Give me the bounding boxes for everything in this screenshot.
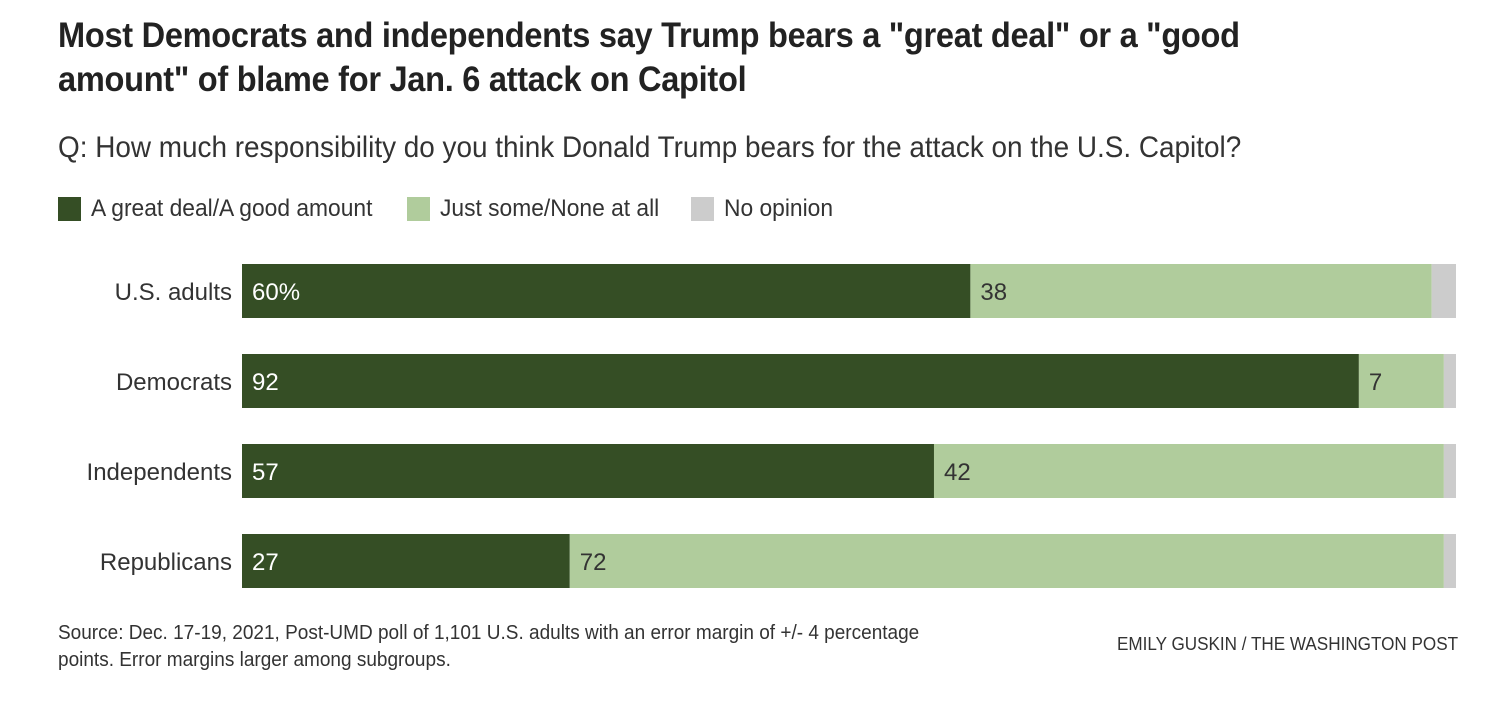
bar-row-independents: Independents 57 42 [87,444,1456,498]
category-label: Republicans [100,549,232,576]
data-label: 57 [252,459,279,486]
chart-title: Most Democrats and independents say Trum… [58,16,1240,99]
bar-segment-no-opinion [1443,444,1456,498]
legend-label-no-opinion: No opinion [724,195,834,222]
legend-swatch-just-some [407,197,431,221]
bar-row-democrats: Democrats 92 7 [116,354,1456,408]
data-label: 42 [944,459,971,486]
data-label: 92 [252,369,279,396]
bar-segment-just-some-none-at-all [569,534,1444,588]
category-label: Independents [87,459,232,486]
bar-row-u-s-adults: U.S. adults 60% 38 [115,264,1456,318]
bar-segment-no-opinion [1431,264,1456,318]
bar-segment-just-some-none-at-all [933,444,1444,498]
bar-row-republicans: Republicans 27 72 [100,534,1456,588]
stacked-bar-chart: U.S. adults 60% 38 Democrats 92 7 Independents… [87,264,1456,588]
source-note: Source: Dec. 17-19, 2021, Post-UMD poll … [58,622,920,671]
data-label: 38 [980,279,1007,306]
data-label: 60% [252,279,300,306]
legend-label-just-some: Just some/None at all [440,195,660,222]
bar-segment-just-some-none-at-all [1358,354,1444,408]
legend-item-no-opinion: No opinion [691,195,839,223]
bar-segment-a-great-deal-a-good-amount [242,264,971,318]
chart-subtitle: Q: How much responsibility do you think … [58,131,1242,164]
legend: A great deal/A good amount Just some/Non… [58,195,859,223]
bar-segment-no-opinion [1443,534,1456,588]
bar-segment-no-opinion [1443,354,1456,408]
legend-label-great-deal: A great deal/A good amount [91,195,373,222]
legend-item-great-deal: A great deal/A good amount [58,195,387,223]
bar-segment-a-great-deal-a-good-amount [242,534,570,588]
legend-item-just-some: Just some/None at all [407,195,671,223]
data-label: 27 [252,549,279,576]
data-label: 72 [580,549,607,576]
category-label: Democrats [116,369,232,396]
data-label: 7 [1369,369,1382,396]
legend-swatch-great-deal [58,197,81,221]
bar-segment-a-great-deal-a-good-amount [242,444,934,498]
category-label: U.S. adults [115,279,232,306]
bar-segment-a-great-deal-a-good-amount [242,354,1359,408]
credit-line: EMILY GUSKIN / THE WASHINGTON POST [1116,634,1458,654]
bar-segment-just-some-none-at-all [970,264,1432,318]
legend-swatch-no-opinion [691,197,715,221]
